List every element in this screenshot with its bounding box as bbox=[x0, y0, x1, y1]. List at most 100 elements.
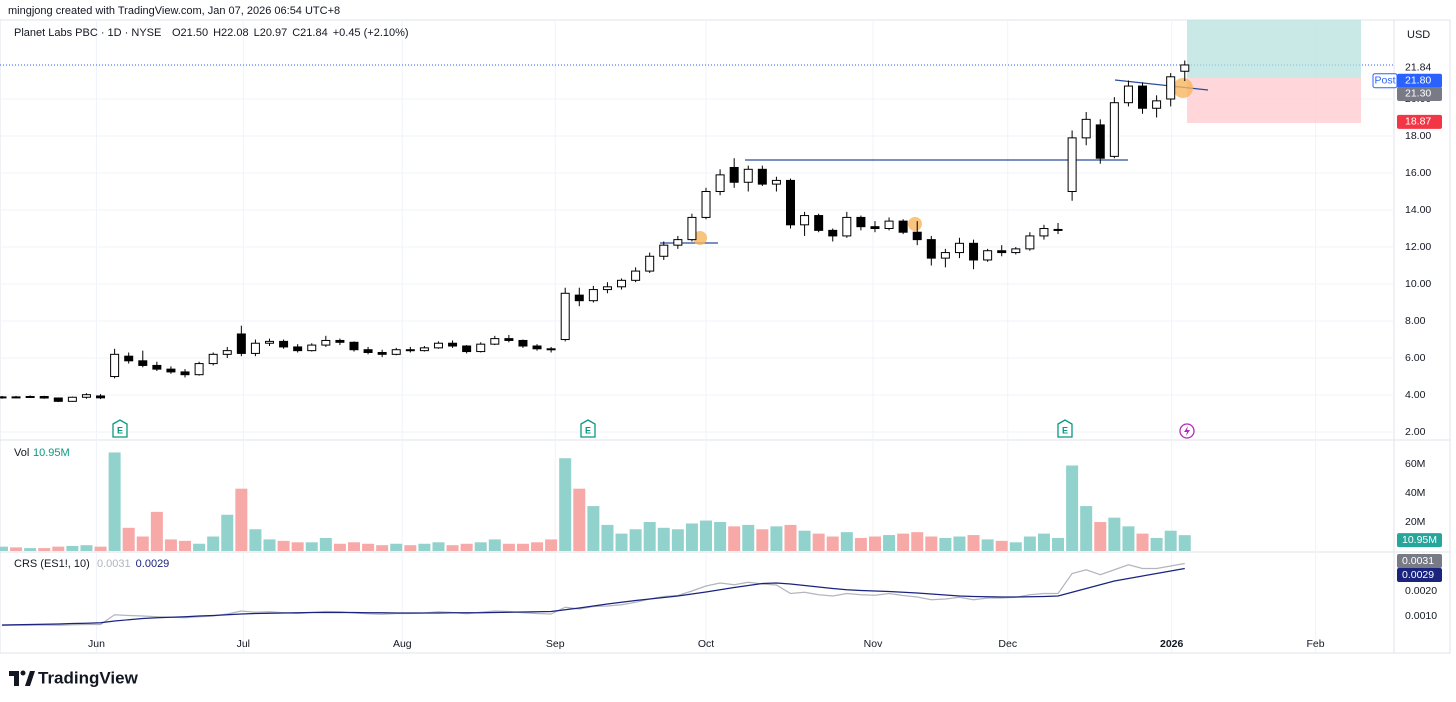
volume-bar bbox=[179, 540, 192, 551]
volume-bar bbox=[474, 542, 487, 551]
candle-body bbox=[39, 396, 49, 399]
y-tick-label: 16.00 bbox=[1405, 167, 1431, 179]
y-tick-label: 10.00 bbox=[1405, 278, 1431, 290]
candle-body bbox=[687, 216, 697, 241]
volume-bar bbox=[24, 548, 37, 551]
x-tick-label: Jul bbox=[237, 638, 250, 650]
crs-title: CRS (ES1!, 10) bbox=[14, 558, 90, 570]
volume-bar bbox=[52, 546, 65, 551]
volume-bar bbox=[193, 543, 206, 551]
volume-bar bbox=[235, 488, 248, 551]
candle-body bbox=[828, 229, 838, 237]
volume-bar bbox=[939, 537, 952, 551]
x-tick-label: Sep bbox=[546, 638, 565, 650]
volume-bar bbox=[460, 543, 473, 551]
candle-body bbox=[419, 347, 429, 352]
candle-body bbox=[1109, 102, 1119, 157]
volume-bar bbox=[1122, 526, 1135, 551]
x-tick-label: Oct bbox=[698, 638, 714, 650]
candle-body bbox=[293, 346, 303, 352]
volume-badge bbox=[1397, 533, 1442, 548]
symbol-title: Planet Labs PBC · 1D · NYSE bbox=[14, 27, 161, 39]
candle-body bbox=[856, 216, 866, 228]
candle-body bbox=[321, 339, 331, 346]
volume-bar bbox=[1023, 536, 1036, 551]
candle-body bbox=[1123, 85, 1133, 104]
volume-bar bbox=[390, 543, 403, 551]
candle-body bbox=[673, 239, 683, 246]
crs-badge bbox=[1397, 568, 1442, 582]
volume-bar bbox=[714, 522, 727, 551]
volume-bar bbox=[446, 545, 459, 551]
volume-bar bbox=[545, 539, 558, 551]
candle-body bbox=[926, 239, 936, 259]
candle-body bbox=[532, 345, 542, 350]
candle-body bbox=[1039, 228, 1049, 237]
earnings-icon[interactable]: E bbox=[580, 419, 596, 438]
ohlc-legend: H22.08 bbox=[213, 27, 248, 39]
candle-body bbox=[180, 371, 190, 376]
candle-body bbox=[391, 349, 401, 355]
candle-body bbox=[1138, 85, 1148, 109]
earnings-icon[interactable]: E bbox=[112, 419, 128, 438]
volume-bar bbox=[897, 533, 910, 551]
price-badge-label: 18.87 bbox=[1405, 116, 1431, 128]
candle-body bbox=[363, 349, 373, 353]
volume-bar bbox=[854, 537, 867, 551]
candle-body bbox=[1152, 100, 1162, 109]
volume-bar bbox=[573, 488, 586, 551]
price-badge-label: 21.84 bbox=[1405, 62, 1431, 74]
candle-body bbox=[462, 345, 472, 353]
volume-bar bbox=[1052, 537, 1065, 551]
volume-bar bbox=[981, 539, 994, 551]
candle-body bbox=[884, 220, 894, 230]
candle-body bbox=[1166, 76, 1176, 100]
x-tick-label: Dec bbox=[998, 638, 1017, 650]
price-badge bbox=[1397, 86, 1442, 101]
brand-logo[interactable]: TradingView bbox=[9, 668, 139, 687]
volume-bar bbox=[1178, 535, 1191, 551]
candle-body bbox=[898, 220, 908, 233]
candle-body bbox=[504, 338, 514, 341]
volume-title: Vol bbox=[14, 447, 29, 459]
event-icon[interactable] bbox=[1179, 423, 1195, 439]
svg-text:E: E bbox=[117, 425, 123, 435]
price-badge-label: 21.80 bbox=[1405, 74, 1431, 86]
candle-body bbox=[448, 342, 458, 347]
earnings-icon[interactable]: E bbox=[1057, 419, 1073, 438]
volume-bar bbox=[728, 526, 741, 551]
volume-bar bbox=[10, 547, 23, 551]
candle-body bbox=[743, 168, 753, 183]
volume-bar bbox=[150, 511, 163, 551]
frame bbox=[0, 19, 1451, 654]
candle-body bbox=[25, 396, 35, 399]
volume-legend-value: 10.95M bbox=[33, 447, 70, 459]
candle-body bbox=[1025, 235, 1035, 250]
candle-body bbox=[53, 397, 63, 402]
volume-bar bbox=[685, 523, 698, 551]
post-tag bbox=[1372, 73, 1398, 89]
volume-bar bbox=[66, 545, 79, 551]
y-tick-label: 20M bbox=[1405, 516, 1425, 528]
candle-body bbox=[631, 270, 641, 281]
volume-bar bbox=[657, 527, 670, 551]
volume-bar bbox=[347, 542, 360, 551]
candle-body bbox=[67, 396, 77, 402]
candle-body bbox=[842, 216, 852, 237]
y-tick-label: 60M bbox=[1405, 458, 1425, 470]
candle-body bbox=[1095, 124, 1105, 159]
candle-body bbox=[715, 174, 725, 193]
y-tick-label: 40M bbox=[1405, 487, 1425, 499]
volume-bar bbox=[784, 524, 797, 551]
volume-bar bbox=[207, 536, 220, 551]
candle-body bbox=[983, 250, 993, 261]
candle-body bbox=[166, 368, 176, 373]
candle-body bbox=[546, 348, 556, 351]
volume-bar bbox=[742, 524, 755, 551]
candle-body bbox=[800, 215, 810, 226]
volume-bar bbox=[671, 529, 684, 551]
volume-bar bbox=[1080, 506, 1093, 551]
y-tick-label: 12.00 bbox=[1405, 241, 1431, 253]
y-tick-label: 8.00 bbox=[1405, 315, 1426, 327]
currency: USD bbox=[1407, 29, 1430, 41]
